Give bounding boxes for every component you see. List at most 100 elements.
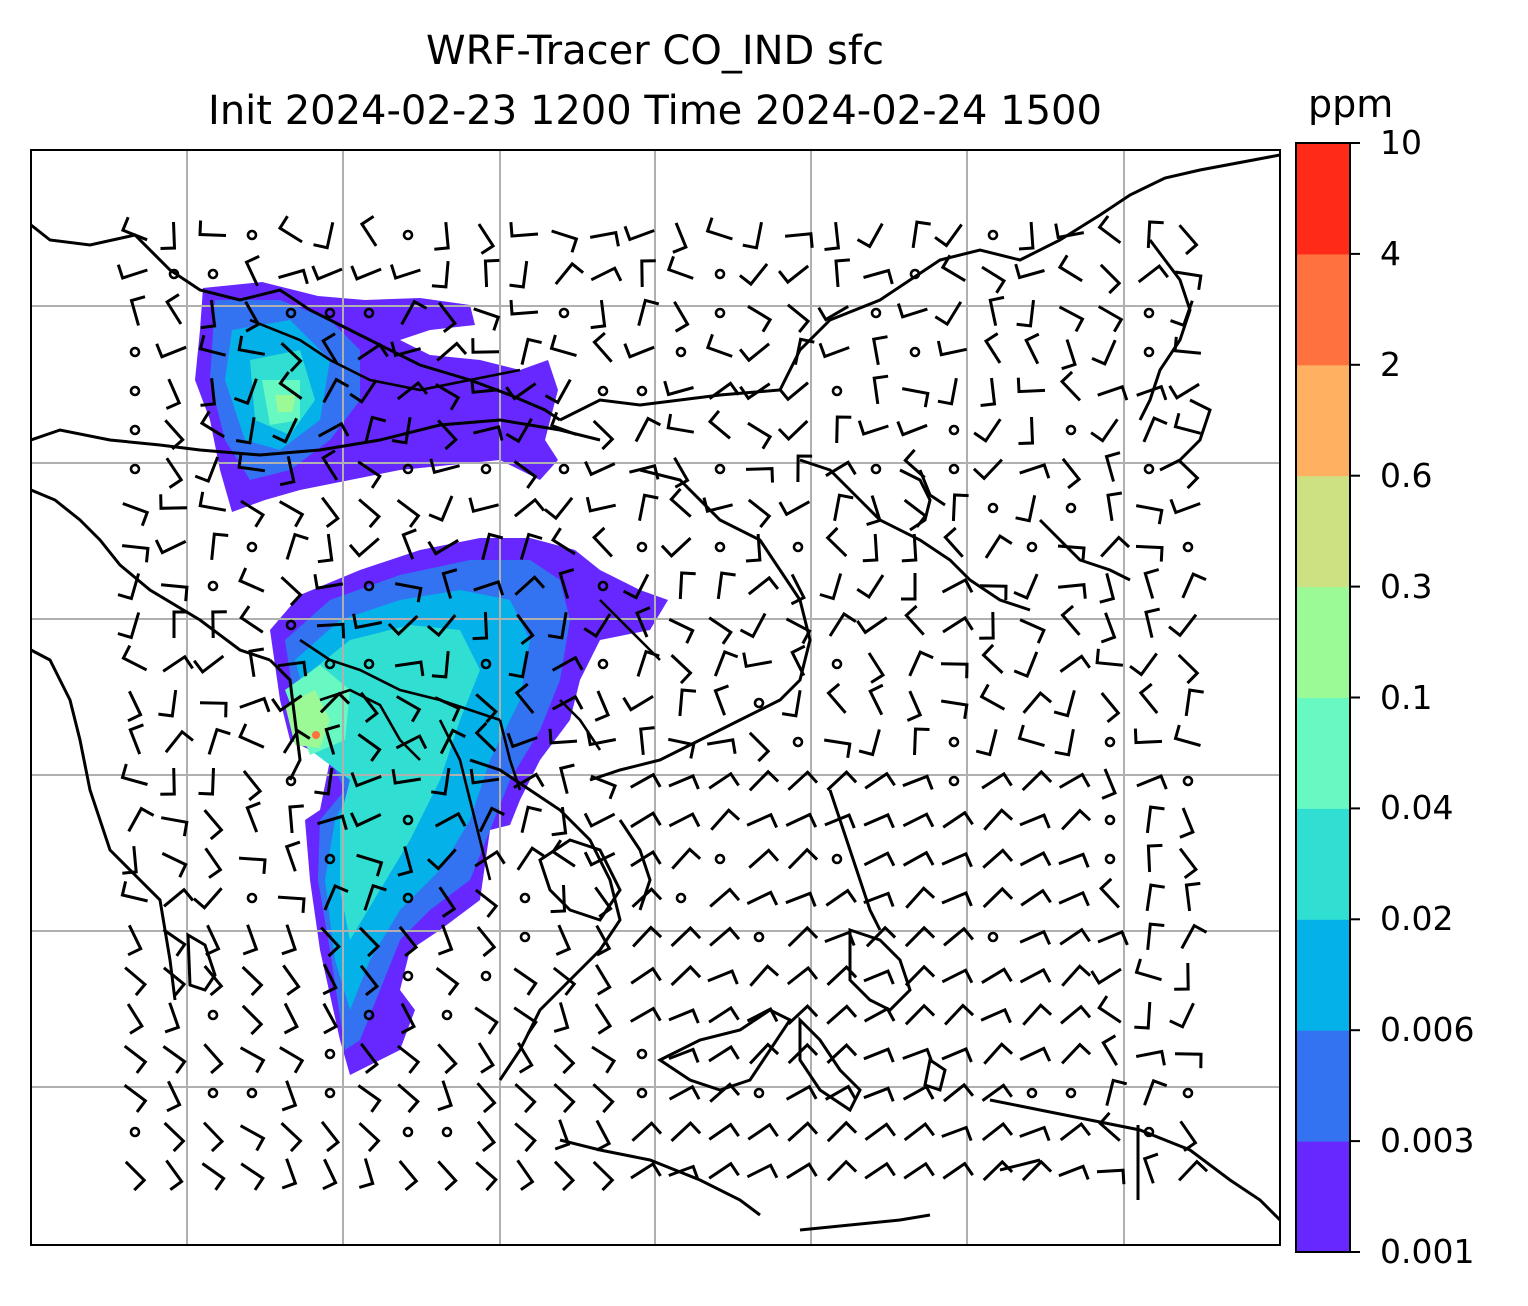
- wind-barb: [164, 1002, 181, 1034]
- wind-barb: [777, 381, 809, 402]
- wind-barb: [207, 727, 231, 755]
- wind-barb: [282, 728, 311, 754]
- wind-barb: [709, 926, 741, 947]
- wind-barb: [634, 416, 662, 443]
- wind-barb: [348, 537, 380, 558]
- calm-circle: [597, 385, 609, 397]
- wind-barb: [941, 1125, 973, 1142]
- wind-barb: [1099, 263, 1122, 295]
- wind-barb: [984, 534, 1013, 559]
- wind-barb: [858, 729, 881, 757]
- wind-barb: [1097, 305, 1124, 333]
- wind-barb: [896, 421, 928, 437]
- wind-barb: [245, 801, 261, 833]
- wind-barb: [785, 1084, 818, 1101]
- wind-barb: [746, 812, 778, 829]
- calm-circle: [246, 541, 258, 553]
- wind-barb: [319, 691, 351, 714]
- wind-barb: [666, 255, 694, 280]
- colorbar-segment: [1296, 586, 1350, 698]
- wind-barb: [590, 266, 623, 282]
- wind-barb: [426, 848, 457, 871]
- wind-barb: [1020, 888, 1052, 907]
- wind-barb: [473, 580, 505, 596]
- wind-barb: [982, 1159, 1014, 1182]
- wind-barb: [623, 343, 655, 359]
- colorbar-unit-label: ppm: [1308, 82, 1394, 126]
- wind-barb: [554, 261, 585, 286]
- calm-circle: [480, 658, 492, 670]
- wind-barb: [204, 847, 223, 879]
- wind-barb: [941, 1047, 973, 1063]
- wind-barb: [941, 968, 974, 984]
- wind-barb: [778, 500, 811, 517]
- wind-barb: [124, 1160, 147, 1192]
- wind-barb: [203, 809, 224, 841]
- wind-barb: [555, 924, 572, 956]
- calm-circle: [792, 541, 804, 553]
- wind-barb: [205, 924, 221, 957]
- calm-circle: [1143, 307, 1155, 319]
- wind-barb: [314, 767, 334, 796]
- wind-barb: [785, 812, 818, 828]
- wind-barb: [1054, 728, 1075, 757]
- wind-barb: [514, 1122, 537, 1153]
- wind-barb: [828, 611, 857, 637]
- wind-barb: [1106, 491, 1123, 522]
- wind-barb: [630, 850, 662, 868]
- wind-barb: [280, 1122, 303, 1153]
- wind-barb: [242, 924, 259, 956]
- wind-barb: [311, 265, 343, 281]
- wind-barb: [349, 812, 382, 828]
- wind-barb: [434, 696, 461, 722]
- wind-barb: [745, 467, 774, 483]
- wind-barb: [233, 378, 258, 406]
- wind-barb: [937, 377, 958, 406]
- wind-barb: [478, 806, 505, 833]
- wind-barb: [793, 337, 815, 366]
- wind-barb: [1058, 890, 1090, 907]
- calm-circle: [753, 697, 765, 709]
- wind-barb: [592, 1160, 615, 1192]
- wind-barb: [738, 262, 769, 287]
- colorbar-tick-label: 2: [1380, 344, 1401, 384]
- wind-barb: [553, 1083, 576, 1114]
- wind-barb: [473, 425, 504, 441]
- calm-circle: [246, 1087, 258, 1099]
- wind-barb: [356, 853, 384, 877]
- wind-barb: [116, 264, 148, 280]
- wind-barb: [906, 690, 923, 722]
- wind-barb: [826, 1004, 858, 1025]
- wind-barb: [244, 254, 260, 287]
- wind-barb: [431, 260, 450, 289]
- wind-barb: [544, 378, 572, 405]
- calm-circle: [792, 736, 804, 748]
- colorbar-tick-label: 0.1: [1380, 677, 1433, 717]
- wind-barb: [357, 1084, 382, 1113]
- wind-barb: [126, 1003, 144, 1035]
- wind-barb: [1059, 1121, 1091, 1142]
- wind-barb: [594, 1003, 613, 1035]
- wind-barb: [506, 732, 538, 749]
- wind-barb: [631, 887, 663, 908]
- wind-barb: [595, 964, 612, 996]
- wind-barb: [983, 332, 1002, 364]
- wind-barb: [903, 448, 926, 479]
- wind-barb: [241, 965, 264, 997]
- wind-barb: [673, 456, 690, 489]
- calm-circle: [1104, 814, 1116, 826]
- wind-barb: [434, 811, 467, 828]
- calm-circle: [363, 658, 375, 670]
- wind-barb: [155, 343, 187, 359]
- wind-barb: [241, 1004, 264, 1036]
- wind-barb: [1098, 877, 1120, 909]
- wind-barb: [632, 925, 663, 948]
- wind-barb: [516, 1159, 535, 1191]
- wind-barb: [239, 696, 271, 713]
- wind-barb: [284, 840, 301, 872]
- wind-barb: [1101, 768, 1117, 800]
- wind-barb: [1168, 613, 1198, 638]
- wind-barb: [668, 1047, 700, 1063]
- wind-barb: [1135, 1049, 1166, 1066]
- wind-barb: [1016, 299, 1035, 328]
